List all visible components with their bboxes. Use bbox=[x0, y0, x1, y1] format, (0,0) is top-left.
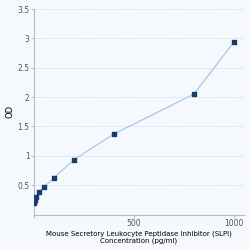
Y-axis label: OD: OD bbox=[6, 105, 15, 118]
Point bbox=[112, 132, 116, 136]
Point bbox=[33, 198, 37, 202]
Point bbox=[72, 158, 76, 162]
Point bbox=[37, 190, 41, 194]
Point bbox=[32, 200, 36, 203]
X-axis label: Mouse Secretory Leukocyte Peptidase Inhibitor (SLPI)
Concentration (pg/ml): Mouse Secretory Leukocyte Peptidase Inhi… bbox=[46, 230, 232, 244]
Point bbox=[192, 92, 196, 96]
Point bbox=[32, 201, 36, 205]
Point bbox=[42, 186, 46, 190]
Point bbox=[34, 196, 38, 200]
Point bbox=[52, 176, 56, 180]
Point bbox=[232, 40, 236, 44]
